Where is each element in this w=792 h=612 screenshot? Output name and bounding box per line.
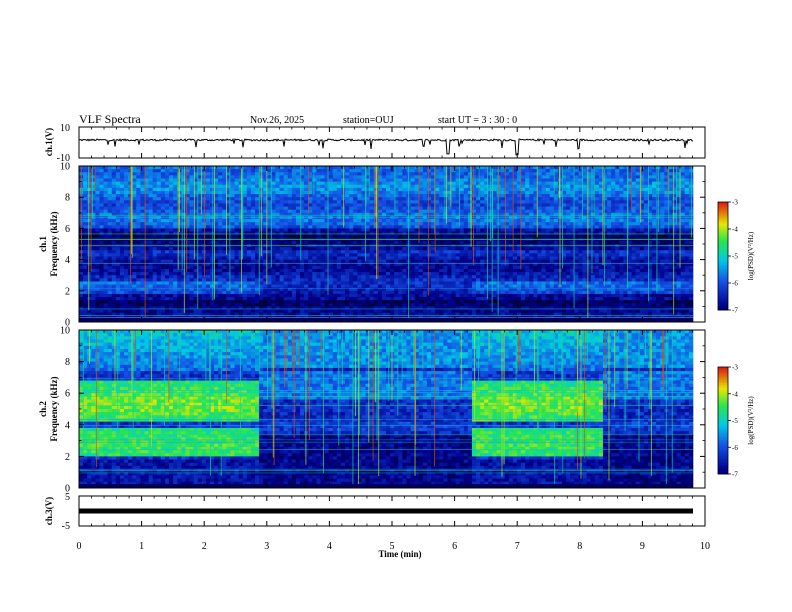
ch2-spectrogram-image: [79, 330, 694, 489]
colorbar-title: log(PSD)(V²/Hz): [747, 231, 755, 280]
ch1-colorbar: -3 -4 -5 -6 -7 log(PSD)(V²/Hz): [717, 199, 755, 315]
colorbar-tick-label: -6: [732, 280, 738, 288]
time-axis-tick-labels: 0 1 2 3 4 5 6 7 8 9 10: [77, 541, 711, 552]
figure-start-time: start UT = 3 : 30 : 0: [438, 115, 517, 126]
frequency-tick-label: 2: [65, 452, 70, 463]
colorbar-tick-label: -5: [732, 253, 738, 261]
figure-station: station=OUJ: [343, 115, 394, 126]
colorbar-tick-label: -6: [732, 444, 738, 452]
ch1-waveform-xticks: [78, 127, 706, 158]
figure-title: VLF Spectra: [79, 112, 141, 126]
frequency-tick-label: 4: [65, 255, 70, 266]
time-tick-label: 9: [640, 541, 645, 552]
time-tick-label: 4: [327, 541, 332, 552]
frequency-tick-label: 6: [65, 224, 70, 235]
frequency-tick-label: 0: [65, 484, 70, 495]
frequency-tick-label: 10: [60, 326, 70, 337]
time-tick-label: 5: [390, 541, 395, 552]
ch3-ytick-bottom: -5: [62, 521, 70, 532]
ch3-waveform-panel: 5 -5 ch.3(V) 0 1 2 3 4 5 6 7 8 9 10 Time (min): [44, 492, 710, 559]
ch2-spectrogram-xticks: [78, 330, 706, 488]
colorbar-tick-label: -4: [732, 390, 738, 398]
frequency-tick-label: 10: [60, 162, 70, 173]
ch3-ytick-top: 5: [65, 492, 70, 503]
time-tick-label: 10: [700, 541, 710, 552]
ch3-waveform-ylabel: ch.3(V): [44, 497, 54, 525]
ch1-spectrogram-ylabel-frequency: Frequency (kHz): [49, 211, 59, 276]
ch1-spectrogram-yticks: 0 2 4 6 8 10: [60, 162, 705, 329]
colorbar-tick-label: -3: [732, 199, 738, 207]
time-tick-label: 1: [139, 541, 144, 552]
ch2-colorbar: -3 -4 -5 -6 -7 log(PSD)(V²/Hz): [717, 364, 755, 479]
time-tick-label: 2: [202, 541, 207, 552]
ch3-waveform-xticks: [78, 496, 706, 526]
frequency-tick-label: 8: [65, 357, 70, 368]
ch1-spectrogram-ylabel-channel: ch.1: [38, 236, 48, 252]
colorbar-tick-label: -7: [732, 471, 738, 479]
ch1-spectrogram-image: [79, 166, 694, 323]
ch1-spectrogram-panel: 0 2 4 6 8 10 ch.1 Frequency (kHz) -3 -4 -5 -6 -7 l…: [38, 162, 755, 329]
colorbar-tick-label: -7: [732, 307, 738, 315]
frequency-tick-label: 2: [65, 286, 70, 297]
figure-date: Nov.26, 2025: [250, 115, 304, 126]
frequency-tick-label: 4: [65, 420, 70, 431]
ch1-waveform-trace: [78, 137, 693, 156]
colorbar-tick-label: -5: [732, 417, 738, 425]
ch1-waveform-panel: 10 -10 ch.1(V): [44, 123, 706, 164]
frequency-tick-label: 0: [65, 318, 70, 329]
ch2-spectrogram-ylabel-channel: ch.2: [38, 401, 48, 417]
time-axis-title: Time (min): [378, 549, 421, 559]
time-tick-label: 7: [515, 541, 520, 552]
ch1-ytick-bottom: -10: [57, 153, 70, 164]
ch1-ytick-top: 10: [60, 123, 70, 134]
time-tick-label: 8: [577, 541, 582, 552]
colorbar-title: log(PSD)(V²/Hz): [747, 396, 755, 445]
time-tick-label: 3: [264, 541, 269, 552]
ch3-waveform-trace: [79, 508, 693, 514]
frequency-tick-label: 6: [65, 389, 70, 400]
ch2-spectrogram-panel: 0 2 4 6 8 10 ch.2 Frequency (kHz) -3 -4 -5 -6 -7 l…: [38, 326, 755, 495]
ch2-spectrogram-ylabel-frequency: Frequency (kHz): [49, 376, 59, 441]
colorbar-tick-label: -3: [732, 364, 738, 372]
ch1-spectrogram-xticks: [78, 166, 706, 322]
ch1-waveform-ylabel: ch.1(V): [44, 128, 54, 156]
time-tick-label: 0: [77, 541, 82, 552]
time-tick-label: 6: [452, 541, 457, 552]
frequency-tick-label: 8: [65, 193, 70, 204]
colorbar-tick-label: -4: [732, 226, 738, 234]
ch2-spectrogram-yticks: 0 2 4 6 8 10: [60, 326, 705, 495]
